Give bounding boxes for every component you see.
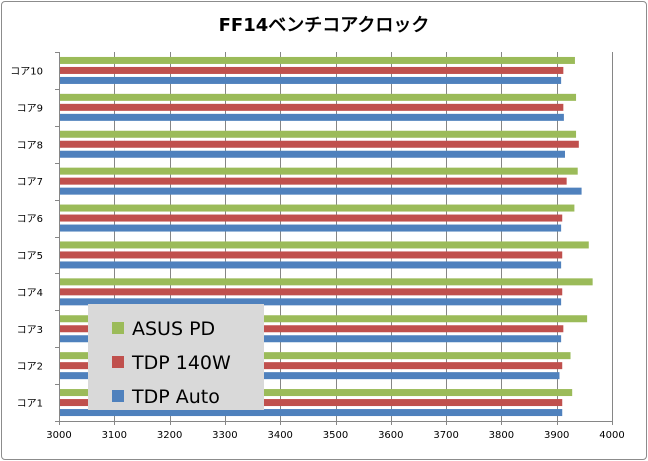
bar-tdp-140w-8 [60,140,579,148]
chart-title: FF14ベンチコアクロック [219,15,430,36]
bar-tdp-140w-5 [60,251,563,259]
bar-tdp-140w-2 [60,362,563,370]
bar-tdp-auto-1 [60,409,563,417]
bar-tdp-140w-4 [60,288,563,296]
legend-swatch-asus-pd [112,322,124,334]
bar-asus-pd-9 [60,93,577,101]
legend-label: ASUS PD [132,318,215,340]
bar-tdp-140w-3 [60,325,564,333]
bar-tdp-auto-5 [60,261,562,269]
bar-tdp-140w-1 [60,399,563,407]
bar-tdp-140w-9 [60,103,564,111]
bar-tdp-auto-2 [60,372,560,380]
x-tick-label: 3400 [267,430,292,441]
legend-label: TDP Auto [131,386,220,408]
x-tick-label: 3100 [102,430,127,441]
y-tick-label: コア2 [17,362,43,373]
bar-tdp-140w-7 [60,177,567,185]
x-tick-label: 3600 [378,430,403,441]
bar-tdp-auto-9 [60,113,564,121]
bar-asus-pd-8 [60,130,577,138]
y-tick-label: コア1 [17,399,43,410]
x-tick-label: 3800 [489,430,514,441]
y-tick-label: コア9 [17,103,43,114]
x-tick-label: 3900 [544,430,569,441]
y-tick-label: コア6 [17,214,43,225]
bar-tdp-auto-10 [60,76,562,84]
bar-tdp-auto-3 [60,335,562,343]
legend-label: TDP 140W [131,352,231,374]
bar-tdp-140w-10 [60,66,564,74]
legend-swatch-tdp-auto [112,390,124,402]
bar-asus-pd-10 [60,56,575,64]
y-tick-label: コア4 [17,288,43,299]
bar-tdp-140w-6 [60,214,563,222]
bar-asus-pd-7 [60,167,578,175]
bar-asus-pd-2 [60,352,571,360]
y-tick-label: コア3 [17,325,43,336]
y-tick-label: コア7 [17,177,43,188]
bar-tdp-auto-6 [60,224,562,232]
bar-asus-pd-1 [60,389,573,397]
bar-tdp-auto-4 [60,298,562,306]
y-tick-label: コア8 [17,140,43,151]
bar-asus-pd-5 [60,241,589,249]
x-tick-label: 3300 [212,430,237,441]
x-tick-label: 3000 [46,430,71,441]
x-tick-label: 3700 [433,430,458,441]
bar-asus-pd-4 [60,278,593,286]
bar-asus-pd-3 [60,315,588,323]
x-tick-label: 4000 [599,430,624,441]
legend-swatch-tdp-140w [112,356,124,368]
plot-area: 3000 3100 3200 3300 3400 3500 3600 3700 3800 3900… [10,52,625,441]
bar-asus-pd-6 [60,204,575,212]
x-tick-label: 3500 [323,430,348,441]
x-tick-label: 3200 [157,430,182,441]
bar-tdp-auto-7 [60,187,582,195]
y-tick-label: コア5 [17,251,43,262]
y-tick-label: コア10 [10,66,43,77]
bar-tdp-auto-8 [60,150,565,158]
